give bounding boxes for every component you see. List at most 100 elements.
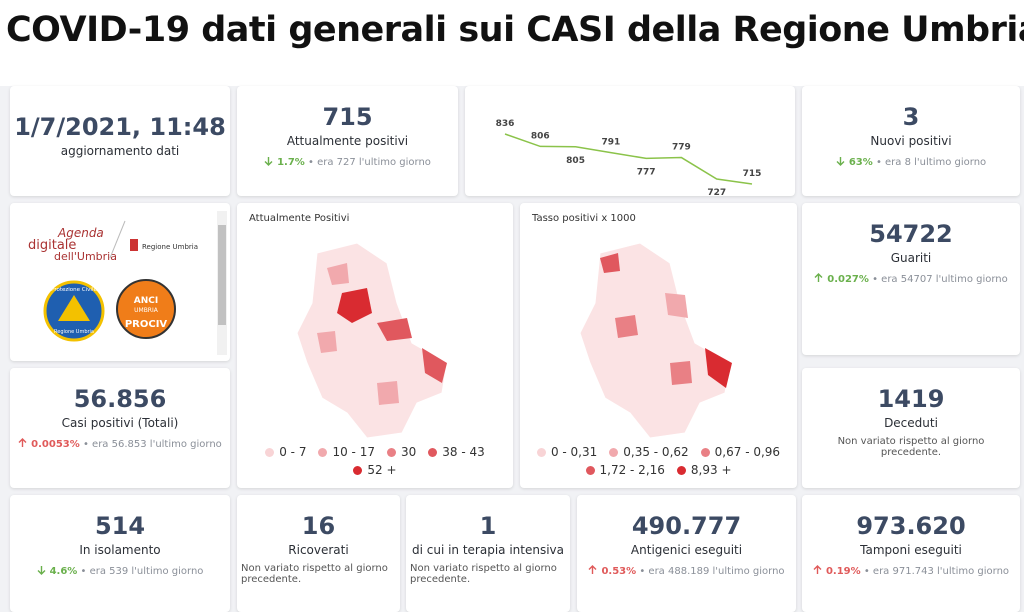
region-area [600, 253, 620, 273]
stat-change: 0.19% era 971.743 l'ultimo giorno [802, 565, 1020, 577]
stat-card: 54722 Guariti 0.027% era 54707 l'ultimo gi… [802, 203, 1020, 355]
logo-text: Agenda [57, 226, 104, 240]
change-pct: 0.0053% [31, 439, 80, 450]
arrow-path [264, 157, 273, 166]
arrow-path [37, 566, 46, 575]
stat-label: Guariti [890, 251, 932, 265]
sparkline-label: 779 [672, 143, 691, 153]
logo-text: UMBRIA [134, 307, 159, 314]
map-title: Tasso positivi x 1000 [532, 213, 636, 224]
board: Agenda digitale dell'Umbria Regione Umbr… [0, 86, 1024, 612]
legend-item: 10 - 17 [318, 443, 375, 461]
trend-arrow [18, 438, 27, 447]
stat-card: 490.777 Antigenici eseguiti 0.53% era 488.… [577, 495, 796, 612]
change-pct: 0.027% [827, 274, 869, 285]
change-note: era 56.853 l'ultimo giorno [83, 439, 222, 450]
divider [109, 220, 126, 259]
legend-label: 0,67 - 0,96 [714, 445, 781, 459]
sparkline-label: 806 [531, 131, 550, 141]
legend-swatch [536, 448, 546, 457]
map-legend: 0 - 0,31 0,35 - 0,62 0,67 - 0,96 1,72 - 2,1… [530, 443, 787, 479]
arrow-path [814, 273, 823, 282]
logo-text: dell'Umbria [54, 250, 117, 263]
change-pct: 1.7% [277, 157, 305, 168]
logo-text: ANCI [134, 296, 158, 306]
legend-item: 30 [386, 443, 416, 461]
map-card: Tasso positivi x 1000 0 - 0,31 0,35 - 0,6… [520, 203, 797, 488]
sparkline-line [504, 133, 753, 185]
stat-text: Non variato rispetto al giorno precedent… [837, 436, 985, 458]
stat-value: 54722 [869, 220, 953, 248]
legend-label: 38 - 43 [442, 445, 485, 459]
stat-value: 973.620 [856, 512, 966, 540]
stat-text: Non variato rispetto al giorno precedent… [241, 563, 388, 585]
sparkline-label: 715 [743, 169, 762, 179]
sparkline-card: 836 806 805 791 777 779 727 715 [465, 86, 795, 198]
legend-item: 0,35 - 0,62 [609, 443, 689, 461]
legend-label: 1,72 - 2,16 [599, 463, 665, 477]
trend-arrow [264, 157, 273, 166]
stat-card: 715 Attualmente positivi 1.7% era 727 l'ul… [237, 86, 458, 196]
stat-card: 973.620 Tamponi eseguiti 0.19% era 971.743… [802, 495, 1020, 612]
stat-card: 1419 Deceduti Non variato rispetto al gior… [802, 368, 1020, 488]
sparkline-label: 777 [637, 167, 656, 177]
region-area [670, 361, 692, 385]
change-note: era 488.189 l'ultimo giorno [639, 566, 784, 577]
legend-swatch [318, 448, 328, 457]
stat-label: di cui in terapia intensiva [411, 543, 565, 557]
region-area [705, 348, 732, 388]
stat-value: 3 [902, 103, 920, 131]
sparkline-label: 805 [566, 156, 585, 166]
region-shape [579, 242, 731, 439]
legend-item: 0 - 0,31 [536, 443, 598, 461]
stat-card: 56.856 Casi positivi (Totali) 0.0053% era … [10, 368, 230, 488]
arrow-path [813, 565, 822, 574]
map-title: Attualmente Positivi [249, 213, 350, 224]
legend-item: 1,72 - 2,16 [585, 461, 665, 479]
sparkline-label: 791 [601, 138, 620, 148]
change-pct: 63% [848, 157, 873, 168]
trend-arrow [813, 565, 822, 574]
trend-arrow [588, 565, 597, 574]
logo-icon [130, 239, 138, 251]
legend-label: 0 - 0,31 [550, 445, 598, 459]
logo-text: PROCIV [125, 319, 168, 330]
scrollbar-thumb[interactable] [218, 225, 226, 325]
stat-card: 3 Nuovi positivi 63% era 8 l'ultimo giorno [802, 86, 1020, 196]
legend-swatch [428, 448, 438, 457]
stat-card: 16 Ricoverati Non variato rispetto al gior… [237, 495, 400, 612]
map [579, 242, 732, 439]
region-area [327, 263, 349, 285]
stat-value: 715 [322, 103, 373, 131]
stat-change: 0.027% era 54707 l'ultimo giorno [802, 273, 1020, 285]
change-note: era 54707 l'ultimo giorno [872, 274, 1008, 285]
region-area [665, 293, 688, 318]
region-area [377, 381, 399, 405]
stat-value: 1/7/2021, 11:48 [14, 113, 226, 141]
arrow-path [836, 157, 845, 166]
stat-label: Deceduti [884, 416, 938, 430]
legend-label: 8,93 + [690, 463, 732, 477]
stat-label: aggiornamento dati [60, 144, 180, 158]
stat-change: 0.0053% era 56.853 l'ultimo giorno [10, 438, 230, 450]
legend-swatch [353, 466, 363, 475]
logo-icon [58, 295, 90, 321]
region-area [377, 318, 412, 341]
page-title: COVID-19 dati generali sui CASI della Re… [6, 10, 1024, 50]
logos-card: Agenda digitale dell'Umbria Regione Umbr… [10, 203, 230, 361]
change-note: era 539 l'ultimo giorno [80, 566, 203, 577]
stat-value: 16 [301, 512, 336, 540]
sparkline: 836 806 805 791 777 779 727 715 [496, 119, 762, 198]
change-pct: 0.53% [601, 566, 637, 577]
legend-swatch [700, 448, 710, 457]
legend-swatch [676, 466, 686, 475]
legend-item: 52 + [353, 461, 397, 479]
logos: Agenda digitale dell'Umbria Regione Umbr… [28, 211, 227, 355]
stat-change: 0.53% era 488.189 l'ultimo giorno [577, 565, 796, 577]
legend-label: 10 - 17 [332, 445, 375, 459]
trend-arrow [814, 273, 823, 282]
change-note: era 727 l'ultimo giorno [308, 157, 431, 168]
legend-swatch [265, 448, 275, 457]
region-area [317, 331, 337, 353]
